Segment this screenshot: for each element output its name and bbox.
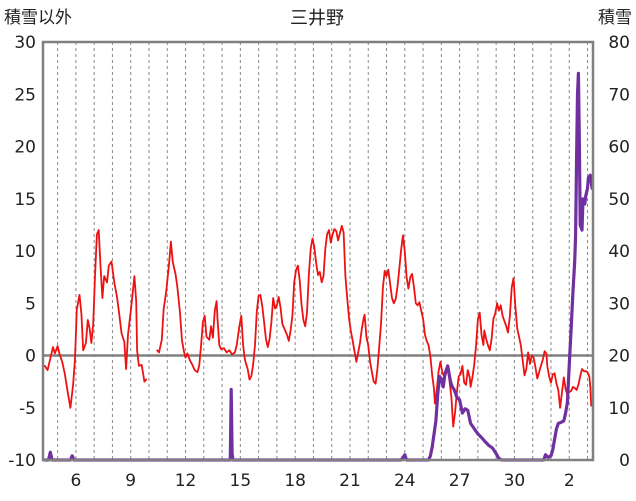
x-tick-label: 9	[125, 471, 136, 491]
y-right-tick-label: 10	[608, 399, 630, 419]
y-right-axis-title: 積雪	[598, 8, 632, 28]
x-tick-label: 15	[230, 471, 252, 491]
y-right-tick-label: 70	[608, 85, 630, 105]
grid-lines	[43, 42, 593, 460]
y-left-axis-title: 積雪以外	[4, 8, 72, 28]
x-tick-label: 18	[284, 471, 306, 491]
y-right-tick-label: 80	[608, 33, 630, 53]
x-tick-label: 27	[449, 471, 471, 491]
x-ticks: 6 9 12 15 18 21 24 27 30 2	[70, 471, 574, 491]
y-right-ticks: 80 70 60 50 40 30 20 10 0	[608, 33, 630, 471]
x-tick-label: 6	[70, 471, 81, 491]
y-left-tick-label: -10	[8, 451, 36, 471]
y-right-tick-label: 60	[608, 138, 630, 158]
series-line-1	[156, 224, 593, 428]
series-layer	[43, 71, 594, 462]
x-tick-label: 24	[394, 471, 416, 491]
x-tick-label: 30	[504, 471, 526, 491]
y-left-ticks: 30 25 20 15 10 5 0 -5 -10	[8, 33, 36, 471]
chart-title: 三井野	[290, 8, 344, 29]
y-left-tick-label: 10	[14, 242, 36, 262]
plot-frame	[41, 40, 595, 462]
y-right-tick-label: 40	[608, 242, 630, 262]
y-right-tick-label: 20	[608, 347, 630, 367]
y-left-tick-label: 0	[25, 347, 36, 367]
x-tick-label: 21	[339, 471, 361, 491]
y-left-tick-label: 20	[14, 138, 36, 158]
y-right-tick-label: 30	[608, 294, 630, 314]
x-tick-label: 12	[175, 471, 197, 491]
y-left-tick-label: -5	[19, 399, 36, 419]
y-left-tick-label: 30	[14, 33, 36, 53]
y-left-tick-label: 15	[14, 190, 36, 210]
series-line-0	[43, 229, 148, 409]
y-left-tick-label: 5	[25, 294, 36, 314]
snow-depth-line-2	[43, 71, 594, 462]
y-right-tick-label: 0	[619, 451, 630, 471]
y-right-tick-label: 50	[608, 190, 630, 210]
y-left-tick-label: 25	[14, 85, 36, 105]
x-tick-label: 2	[564, 471, 575, 491]
